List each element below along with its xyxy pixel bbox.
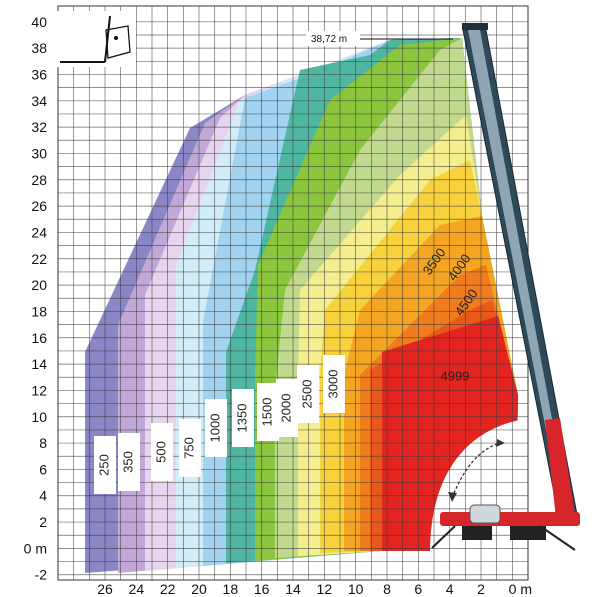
y-tick-label: 34 [31,93,47,109]
y-tick-label: 6 [39,461,47,477]
zone-label-bg [151,423,173,481]
y-tick-label: 2 [39,514,47,530]
zone-label-250: 250 [96,454,111,476]
boom-base-icon [545,418,575,518]
telehandler-illustration [431,23,580,551]
x-tick-label: 22 [160,581,176,597]
track-icon [462,526,492,540]
chassis-icon [440,512,580,526]
boom-highlight [468,30,567,502]
x-tick-label: 24 [129,581,145,597]
x-tick-label: 10 [348,581,364,597]
max-height-bg [306,31,360,46]
y-tick-label: 24 [31,224,47,240]
slew-arc-icon [451,442,501,499]
zone-label-2000: 2000 [278,394,293,423]
zone-label-2500: 2500 [299,380,314,409]
zone-label-4999: 4999 [441,368,470,383]
y-tick-label: 22 [31,251,47,267]
zone-label-1350: 1350 [234,404,249,433]
zone-label-bg [118,433,140,491]
x-tick-label: 8 [383,581,391,597]
zone-label-bg [205,399,227,457]
outrigger-left-icon [431,525,456,549]
y-tick-label: 14 [31,356,47,372]
y-tick-label: 16 [31,330,47,346]
zone-label-bg [179,419,201,477]
zone-label-bg [94,436,116,494]
x-tick-label: 18 [223,581,239,597]
y-tick-label: -2 [35,567,48,583]
boom-head-icon [462,23,488,30]
inset-frame [57,11,136,67]
arrow-head-icon [448,492,457,502]
x-tick-label: 14 [285,581,301,597]
y-tick-label: 36 [31,66,47,82]
y-tick-label: 8 [39,435,47,451]
y-tick-label: 26 [31,198,47,214]
x-tick-label: 26 [97,581,113,597]
zone-label-350: 350 [120,451,135,473]
y-tick-label: 30 [31,145,47,161]
max-height-label: 38,72 m [311,34,347,45]
inset-boom-icon [104,15,111,63]
inset-basket-icon [105,25,131,59]
cab-icon [469,504,501,524]
inset-dot-icon [114,36,118,40]
y-tick-label: 38 [31,40,47,56]
y-tick-label: 40 [31,14,47,30]
y-tick-label: 18 [31,303,47,319]
track-icon-2 [510,526,546,540]
x-tick-label: 20 [191,581,207,597]
zone-label-3000: 3000 [325,370,340,399]
y-tick-label: 32 [31,119,47,135]
x-tick-label: 12 [317,581,333,597]
y-tick-label: 20 [31,277,47,293]
zone-label-500: 500 [153,441,168,463]
x-tick-label: 6 [414,581,422,597]
zone-label-1500: 1500 [259,398,274,427]
arrow-head-icon-2 [496,439,505,447]
zone-label-bg [257,383,279,441]
x-tick-label: 4 [446,581,454,597]
y-tick-label: 12 [31,382,47,398]
zone-label-1000: 1000 [207,414,222,443]
y-tick-label: 0 m [24,540,47,556]
max-height-annotation: 38,72 m [306,31,453,46]
x-tick-label: 16 [254,581,270,597]
zone-label-bg [323,355,345,413]
y-tick-label: 28 [31,172,47,188]
x-tick-label: 0 m [509,581,532,597]
y-tick-label: 4 [39,488,47,504]
zone-label-bg [297,365,319,423]
inset-thumbnail [57,11,136,67]
x-tick-label: 2 [477,581,485,597]
chart-grid [57,5,529,581]
y-tick-label: 10 [31,409,47,425]
zone-label-bg [232,389,254,447]
zone-label-750: 750 [181,437,196,459]
zone-label-bg [276,379,298,437]
